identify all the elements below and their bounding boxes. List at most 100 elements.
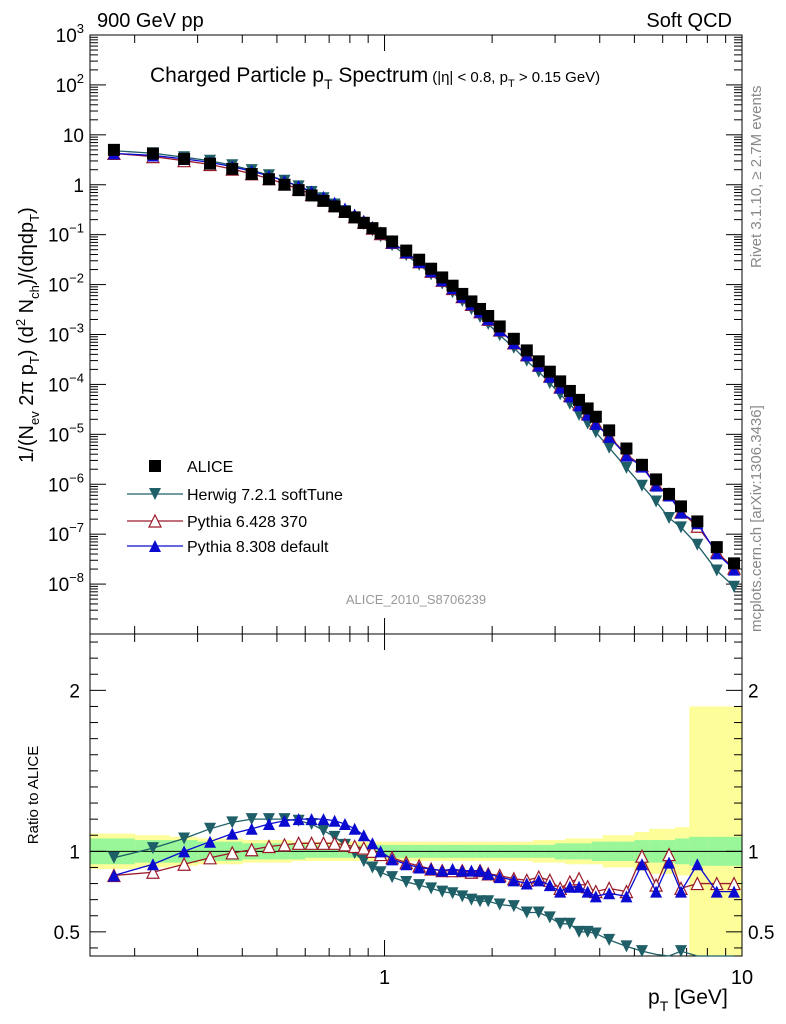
- herwig-ratio-point: [620, 940, 633, 953]
- herwig-point: [710, 564, 723, 577]
- herwig-ratio-point: [456, 890, 469, 903]
- tick-labels: 1 1010310210110−110−210−310−410−510−610−7…: [48, 21, 774, 989]
- header-right: Soft QCD: [646, 10, 732, 32]
- alice-point: [620, 442, 633, 455]
- y-tick-label: 10−6: [48, 470, 84, 496]
- legend-marker: [149, 540, 161, 552]
- alice-point: [446, 279, 459, 292]
- alice-point: [178, 152, 191, 165]
- herwig-ratio-point: [482, 895, 495, 908]
- ratio-tick-label-left: 0.5: [54, 923, 80, 944]
- legend-label: Herwig 7.2.1 softTune: [187, 487, 343, 504]
- y-tick-label: 10−5: [48, 420, 84, 446]
- pythia8-line: [113, 152, 735, 571]
- herwig-ratio-point: [357, 855, 370, 868]
- pythia8-ratio-point: [520, 877, 533, 890]
- y-tick-label: 102: [56, 71, 84, 97]
- alice-point: [674, 500, 687, 513]
- herwig-ratio-point: [400, 875, 413, 888]
- pythia6-ratio-point: [365, 844, 380, 858]
- herwig-ratio-point: [107, 851, 120, 864]
- pythia8-ratio-point: [374, 845, 387, 858]
- alice-point: [589, 410, 602, 423]
- alice-point: [603, 424, 616, 437]
- alice-series: [107, 143, 741, 570]
- herwig-ratio-point: [446, 887, 459, 900]
- pythia8-ratio-point: [292, 813, 305, 826]
- pythia8-ratio-point: [581, 885, 594, 898]
- x-tick-label: 10: [731, 967, 753, 989]
- alice-point: [245, 168, 258, 181]
- pythia6-ratio-point: [291, 835, 306, 850]
- pythia6-ratio-point: [277, 837, 292, 852]
- legend-label: Pythia 6.428 370: [187, 514, 307, 531]
- alice-point: [635, 458, 648, 471]
- pythia8-ratio-line: [113, 818, 735, 898]
- herwig-ratio-point: [178, 832, 191, 845]
- ratio-tick-label-left: 2: [69, 681, 80, 702]
- band-outer-bin: [725, 706, 743, 956]
- alice-point: [554, 375, 567, 388]
- herwig-ratio-point: [374, 866, 387, 879]
- pythia8-ratio-point: [674, 885, 687, 898]
- herwig-point: [603, 441, 616, 454]
- ratio-plot-frame: [89, 633, 743, 957]
- legend-item-pythia6: Pythia 6.428 370: [127, 513, 307, 531]
- y-tick-label: 103: [56, 21, 84, 47]
- pythia6-ratio-point: [244, 842, 259, 857]
- pythia8-ratio-point: [456, 864, 469, 877]
- herwig-point: [663, 511, 676, 524]
- alice-point: [204, 157, 217, 170]
- alice-point: [278, 178, 291, 191]
- pythia8-ratio-point: [728, 885, 741, 898]
- pythia8-point: [603, 430, 616, 443]
- pythia6-ratio-point: [337, 837, 352, 852]
- pythia6-ratio-point: [261, 839, 276, 854]
- pythia8-ratio-point: [554, 885, 567, 898]
- y-tick-label: 10−1: [48, 221, 84, 247]
- ratio-uncertainty-bands: [90, 706, 743, 956]
- pythia8-point: [589, 417, 602, 430]
- pythia8-ratio-point: [204, 835, 217, 848]
- alice-point: [413, 253, 426, 266]
- pythia8-ratio-point: [635, 858, 648, 871]
- legend-marker: [148, 513, 162, 528]
- pythia6-line: [113, 152, 735, 569]
- herwig-point: [728, 580, 741, 593]
- pythia8-ratio-point: [245, 822, 258, 835]
- legend-item-herwig: Herwig 7.2.1 softTune: [127, 487, 343, 504]
- pythia6-ratio-point: [356, 840, 371, 855]
- band-outer-bin: [707, 706, 727, 956]
- herwig-ratio-point: [573, 925, 586, 938]
- y-tick-label: 10−7: [48, 520, 84, 546]
- pythia8-ratio-point: [226, 827, 239, 840]
- herwig-ratio-point: [520, 906, 533, 919]
- y-tick-label: 10−3: [48, 321, 84, 347]
- herwig-ratio-point: [366, 861, 379, 874]
- herwig-point: [674, 521, 687, 534]
- legend-label: ALICE: [187, 459, 233, 476]
- pythia6-ratio-point: [327, 835, 342, 850]
- herwig-ratio-point: [563, 917, 576, 930]
- alice-point: [400, 244, 413, 257]
- alice-point: [348, 211, 361, 224]
- pythia6-ratio-point: [145, 864, 160, 879]
- alice-point: [262, 173, 275, 186]
- alice-point: [328, 200, 341, 213]
- herwig-ratio-point: [204, 822, 217, 835]
- pythia8-ratio-point: [474, 864, 487, 877]
- legend-label: Pythia 8.308 default: [187, 539, 329, 556]
- herwig-point: [691, 538, 704, 551]
- legend-marker: [149, 460, 161, 472]
- pythia6-ratio-point: [690, 876, 705, 891]
- pythia8-ratio-point: [446, 863, 459, 876]
- pythia8-ratio-point: [710, 885, 723, 898]
- herwig-point: [650, 495, 663, 508]
- pythia8-ratio-point: [413, 861, 426, 874]
- y-tick-label: 10−2: [48, 271, 84, 297]
- legend-item-pythia8: Pythia 8.308 default: [127, 539, 329, 556]
- y-tick-label: 10−8: [48, 570, 84, 596]
- pythia8-ratio-point: [366, 837, 379, 850]
- pythia8-ratio-series: [107, 813, 741, 903]
- alice-point: [374, 227, 387, 240]
